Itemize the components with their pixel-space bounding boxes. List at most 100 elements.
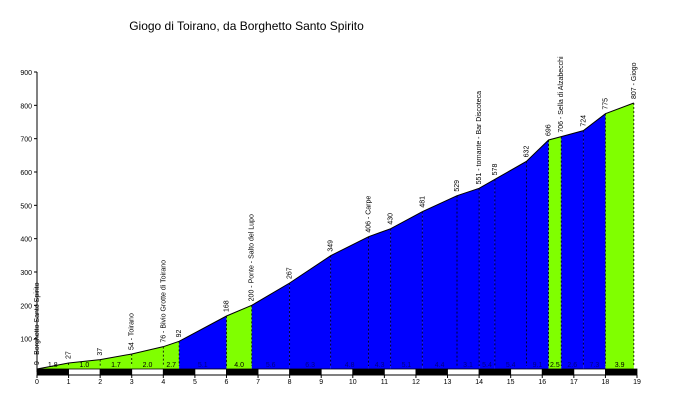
point-label: 632 bbox=[523, 146, 530, 158]
point-label: 551 - tornante - Bar Discoteca bbox=[476, 91, 483, 184]
profile-segment bbox=[330, 236, 369, 372]
y-tick-label: 600 bbox=[20, 170, 32, 177]
profile-segment bbox=[457, 188, 480, 372]
profile-segment bbox=[131, 346, 164, 372]
point-label: 578 bbox=[492, 164, 499, 176]
x-tick-label: 10 bbox=[349, 379, 357, 386]
gradient-label: 3.1 bbox=[463, 362, 473, 369]
x-tick-label: 19 bbox=[633, 379, 641, 386]
km-bar-block bbox=[415, 368, 448, 376]
km-bar-block bbox=[352, 368, 385, 376]
profile-segment bbox=[390, 211, 423, 372]
profile-segment bbox=[368, 228, 391, 372]
km-bar-block bbox=[194, 368, 227, 376]
point-label: 27 bbox=[66, 351, 73, 359]
x-tick-label: 9 bbox=[319, 379, 323, 386]
profile-segment bbox=[526, 140, 549, 372]
point-label: 54 - Toirano bbox=[129, 313, 136, 350]
gradient-label: 4.0 bbox=[234, 362, 244, 369]
gradient-labels-layer: 1.8 1.0 1.7 2.0 2.7 5.1 4.0 5.6 6.3 4.8 4.3 5.1 4.4 3… bbox=[48, 362, 625, 369]
profile-segment bbox=[494, 161, 527, 372]
point-label: 706 - Sella di Alzabecchi bbox=[558, 56, 565, 133]
x-tick-label: 18 bbox=[602, 379, 610, 386]
profile-segment bbox=[289, 255, 331, 372]
gradient-label: 3.9 bbox=[615, 362, 625, 369]
gradient-label: 5.1 bbox=[402, 362, 412, 369]
gradient-label: 1.8 bbox=[48, 362, 58, 369]
y-tick-label: 200 bbox=[20, 303, 32, 310]
km-bar-block bbox=[478, 368, 512, 376]
km-bar-block bbox=[257, 368, 291, 376]
gradient-label: 5.4 bbox=[506, 362, 516, 369]
profile-segment bbox=[226, 305, 252, 372]
km-bar-block bbox=[573, 368, 606, 376]
km-bar-block bbox=[383, 368, 417, 376]
profile-segment bbox=[422, 195, 457, 372]
profile-segment bbox=[583, 113, 606, 373]
x-tick-label: 4 bbox=[161, 379, 165, 386]
point-label: 529 bbox=[454, 180, 461, 192]
x-tick-label: 2 bbox=[98, 379, 102, 386]
x-tick-label: 16 bbox=[538, 379, 546, 386]
x-tick-label: 5 bbox=[193, 379, 197, 386]
x-tick-label: 0 bbox=[35, 379, 39, 386]
gradient-label: 5.4 bbox=[482, 362, 492, 369]
x-tick-label: 15 bbox=[507, 379, 515, 386]
gradient-label: 4.8 bbox=[345, 362, 355, 369]
y-tick-label: 400 bbox=[20, 237, 32, 244]
km-bar-block bbox=[99, 368, 133, 376]
km-bar-block bbox=[68, 368, 101, 376]
gradient-label: 2.0 bbox=[143, 362, 153, 369]
x-tick-label: 17 bbox=[570, 379, 578, 386]
gradient-label: 4.4 bbox=[435, 362, 445, 369]
y-tick-label: 300 bbox=[20, 270, 32, 277]
profile-segment bbox=[163, 341, 180, 372]
profile-segment bbox=[605, 103, 634, 372]
km-bar-block bbox=[36, 368, 69, 376]
km-bar-block bbox=[605, 368, 638, 376]
km-bar-block bbox=[320, 368, 354, 376]
gradient-label: 5.1 bbox=[198, 362, 208, 369]
y-tick-label: 100 bbox=[20, 337, 32, 344]
point-labels-layer: 9 - Borghetto Santo Spirito 27 37 54 - Toir… bbox=[34, 56, 638, 365]
gradient-label: 2.5 bbox=[550, 362, 560, 369]
gradient-label: 2.7 bbox=[166, 362, 176, 369]
point-label: 807 - Giogo bbox=[631, 62, 638, 99]
point-label: 430 bbox=[388, 213, 395, 225]
x-tick-label: 1 bbox=[67, 379, 71, 386]
km-bar-block bbox=[541, 368, 575, 376]
km-bar-block bbox=[131, 368, 164, 376]
profile-line bbox=[36, 102, 635, 370]
point-label: 696 bbox=[546, 124, 553, 136]
profile-segment bbox=[179, 316, 227, 372]
point-label: 267 bbox=[287, 267, 294, 279]
point-label: 200 - Ponte - Salto del Lupo bbox=[249, 214, 256, 301]
km-bar-block bbox=[226, 368, 259, 376]
gradient-label: 6.3 bbox=[305, 362, 315, 369]
chart-title: Giogo di Toirano, da Borghetto Santo Spi… bbox=[129, 19, 364, 33]
gradient-label: 2.6 bbox=[567, 362, 577, 369]
gradient-label: 7.3 bbox=[590, 362, 600, 369]
gradient-label: 1.7 bbox=[111, 362, 121, 369]
profile-segment bbox=[251, 283, 290, 372]
point-label: 724 bbox=[580, 115, 587, 127]
x-tick-label: 13 bbox=[444, 379, 452, 386]
profile-segment bbox=[479, 179, 495, 372]
point-label: 92 bbox=[176, 329, 183, 337]
gradient-label: 9.1 bbox=[533, 362, 543, 369]
km-bar-layer bbox=[36, 368, 638, 376]
x-tick-label: 12 bbox=[412, 379, 420, 386]
point-label: 76 - Bivio Grotte di Toirano bbox=[160, 260, 167, 343]
x-tick-label: 6 bbox=[225, 379, 229, 386]
point-label: 349 bbox=[328, 240, 335, 252]
gradient-label: 5.6 bbox=[266, 362, 276, 369]
profile-segment bbox=[561, 130, 584, 372]
y-tick-label: 500 bbox=[20, 203, 32, 210]
y-tick-label: 800 bbox=[20, 103, 32, 110]
x-tick-label: 14 bbox=[475, 379, 483, 386]
x-tick-label: 7 bbox=[256, 379, 260, 386]
gradient-label: 4.3 bbox=[375, 362, 385, 369]
x-tick-label: 3 bbox=[130, 379, 134, 386]
